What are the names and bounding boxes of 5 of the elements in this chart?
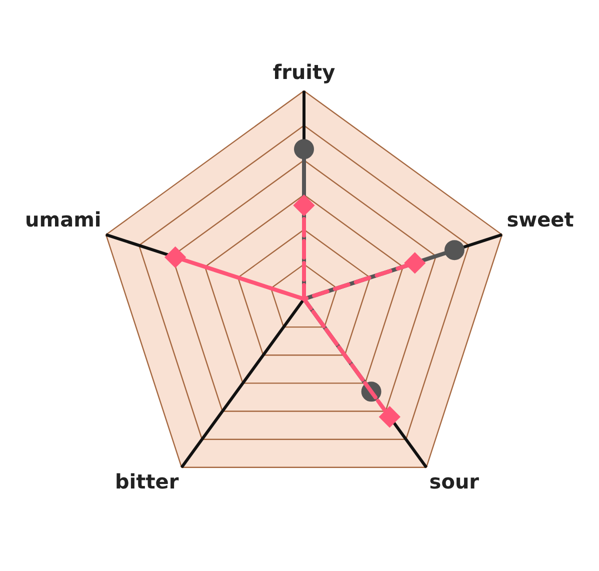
spoke-label: sweet (506, 207, 574, 232)
spoke-label: bitter (114, 470, 179, 494)
spoke-label: sour (429, 470, 480, 494)
spoke-label: umami (24, 207, 102, 232)
spoke-label: fruity (272, 60, 336, 84)
